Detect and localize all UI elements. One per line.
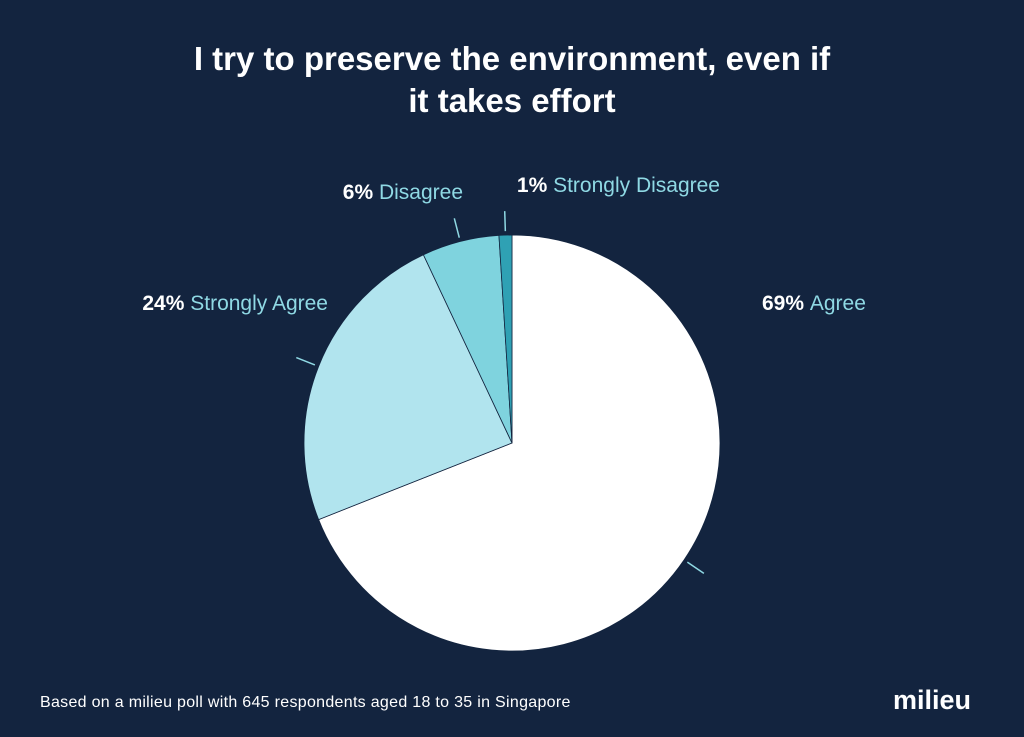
leader-line — [453, 218, 461, 238]
chart-title-line-1: I try to preserve the environment, even … — [193, 40, 831, 77]
milieu-logo: milieu — [893, 685, 972, 715]
data-label-strongly-agree: 24% Strongly Agree — [142, 292, 328, 315]
data-label-agree: 69% Agree — [762, 292, 866, 315]
leader-line — [296, 356, 316, 366]
leader-line — [686, 561, 705, 575]
data-label-disagree: 6% Disagree — [343, 181, 463, 204]
source-footnote: Based on a milieu poll with 645 responde… — [40, 694, 571, 711]
pie-slice-agree — [318, 234, 721, 652]
pie-slice-strongly-disagree — [498, 234, 513, 444]
leader-line — [503, 211, 507, 232]
chart-title-line-2: it takes effort — [408, 82, 616, 119]
data-label-strongly-disagree: 1% Strongly Disagree — [517, 174, 720, 197]
pie-slice-strongly-agree — [303, 254, 513, 521]
chart-title: I try to preserve the environment, even … — [0, 38, 1024, 122]
